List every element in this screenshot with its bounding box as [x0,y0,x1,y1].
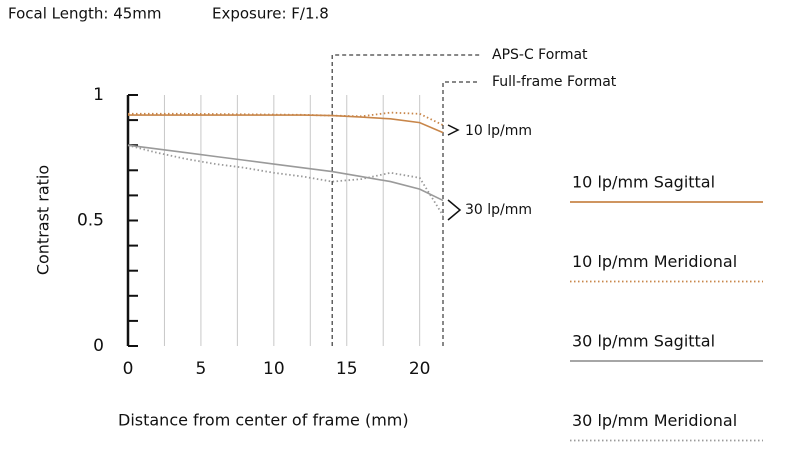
x-tick-label: 20 [409,359,431,379]
legend-label: 10 lp/mm Sagittal [572,173,715,192]
series-line [127,144,444,202]
x-tick-label: 0 [123,359,134,379]
legend-label: 30 lp/mm Sagittal [572,332,715,351]
series-line [127,144,444,216]
format-marker [442,81,480,346]
y-axis-label: Contrast ratio [34,165,53,275]
annotation: 10 lp/mm [465,123,532,139]
x-tick-label: 15 [336,359,358,379]
format-label: Full-frame Format [492,74,617,90]
series-line [128,114,444,134]
x-tick-label: 10 [263,359,285,379]
y-tick-label: 0 [93,336,104,356]
x-axis-label: Distance from center of frame (mm) [118,411,409,430]
bracket [447,199,462,221]
chart-subtitle: Exposure: F/1.8 [212,5,329,23]
chart-title: Focal Length: 45mm [8,5,162,23]
y-tick-label: 0.5 [77,211,104,231]
y-tick-label: 1 [93,85,104,105]
annotation: 30 lp/mm [465,202,532,218]
legend-label: 10 lp/mm Meridional [572,252,737,271]
format-marker [331,54,480,346]
x-tick-label: 5 [196,359,207,379]
bracket [447,124,460,136]
legend-label: 30 lp/mm Meridional [572,411,737,430]
format-label: APS-C Format [492,47,588,63]
series-line [128,111,444,126]
